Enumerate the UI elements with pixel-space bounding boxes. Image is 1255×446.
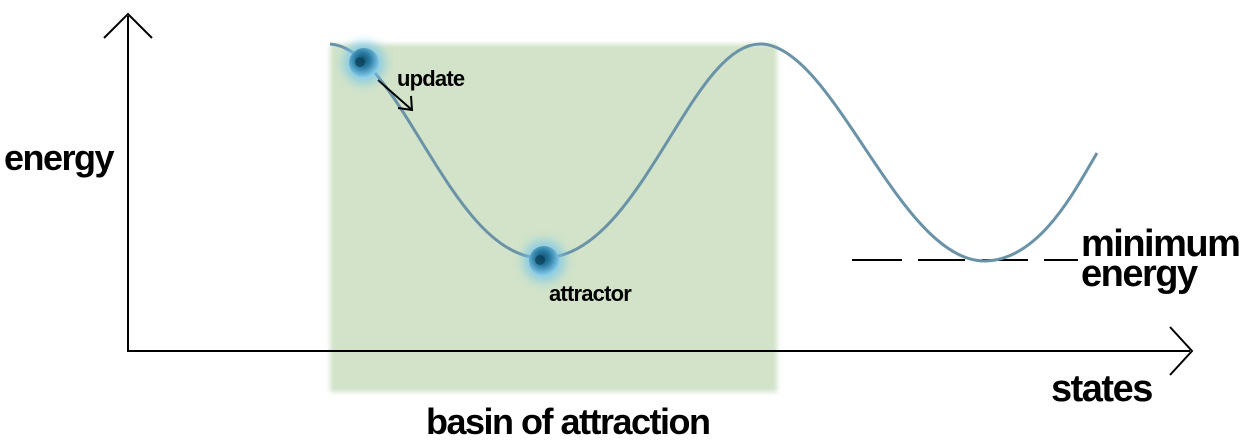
x-axis — [128, 326, 1194, 376]
energy-axis-label: energy — [4, 137, 115, 178]
attractor-label: attractor — [549, 281, 632, 306]
basin-of-attraction-label: basin of attraction — [426, 401, 710, 442]
attractor-ball — [523, 240, 565, 282]
minimum-energy-label-line1: minimum — [1081, 223, 1239, 265]
update-ball — [343, 42, 385, 84]
update-label: update — [397, 66, 465, 91]
energy-curve — [329, 42, 1099, 263]
update-arrow — [377, 79, 414, 112]
y-axis — [103, 12, 153, 352]
basin-region — [330, 44, 777, 392]
states-axis-label: states — [1051, 368, 1152, 410]
minimum-energy-label-line2: energy — [1081, 253, 1198, 295]
